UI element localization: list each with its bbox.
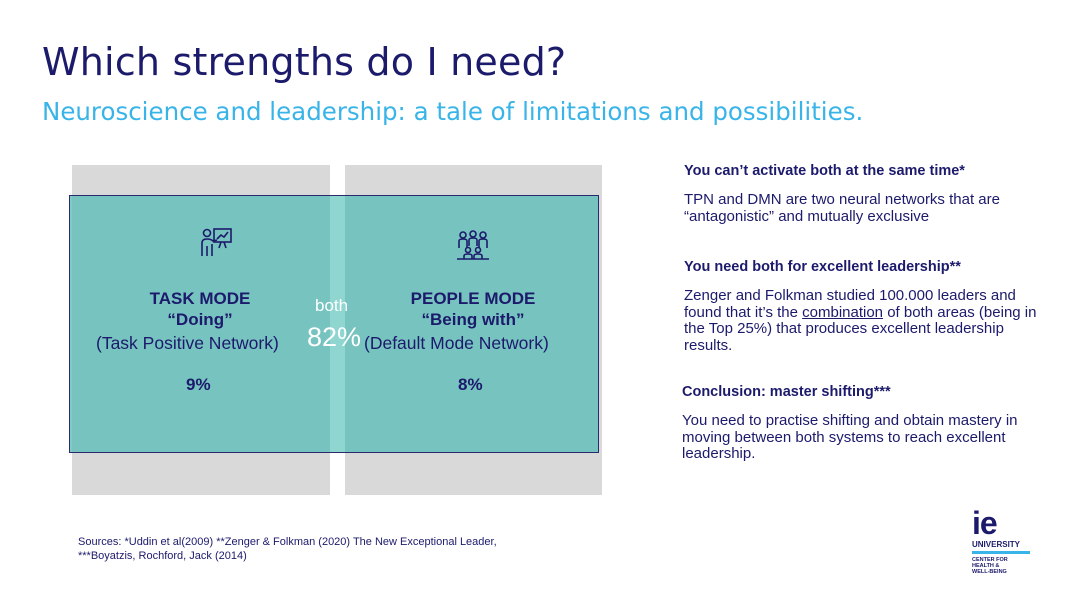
logo-subtitle: CENTER FOR HEALTH & WELL-BEING (972, 557, 1042, 575)
point-1-heading: You can’t activate both at the same time… (684, 163, 965, 179)
point-1-body: TPN and DMN are two neural networks that… (684, 191, 1000, 225)
task-mode-percent: 9% (186, 375, 211, 394)
logo-line-3: WELL-BEING (972, 569, 1007, 575)
point-2-heading: You need both for excellent leadership** (684, 259, 961, 275)
people-mode-quote: “Being with” (421, 310, 525, 329)
people-mode-network: (Default Mode Network) (364, 333, 549, 353)
ie-university-logo: ie UNIVERSITY CENTER FOR HEALTH & WELL-B… (972, 505, 1042, 588)
logo-bar (972, 551, 1030, 554)
presenter-board-icon (201, 228, 232, 256)
logo-line-1: CENTER FOR (972, 557, 1008, 563)
sources-note: Sources: *Uddin et al(2009) **Zenger & F… (78, 536, 497, 562)
point-2-body: Zenger and Folkman studied 100.000 leade… (684, 287, 1054, 354)
logo-line-2: HEALTH & (972, 563, 1000, 569)
logo-mark: ie (972, 505, 998, 541)
point-3-body: You need to practise shifting and obtain… (682, 412, 1018, 462)
overlap-band (330, 196, 345, 452)
both-percent: 82% (307, 322, 362, 352)
logo-name: UNIVERSITY (972, 540, 1021, 549)
both-label: both (315, 296, 349, 315)
task-mode-quote: “Doing” (167, 310, 233, 329)
point-3-heading: Conclusion: master shifting*** (682, 384, 891, 400)
task-mode-title: TASK MODE (149, 289, 251, 308)
people-mode-percent: 8% (458, 375, 483, 394)
task-mode-network: (Task Positive Network) (96, 333, 279, 353)
point-2-body-pre: Zenger and Folkman studied 100.000 leade… (684, 287, 1016, 321)
people-mode-title: PEOPLE MODE (410, 289, 536, 308)
point-2-body-post: of both areas (being in the Top 25%) tha… (684, 303, 1037, 354)
combination-emphasis: combination (802, 303, 884, 321)
slide-title: Which strengths do I need? (42, 40, 567, 84)
slide-subtitle: Neuroscience and leadership: a tale of l… (42, 97, 864, 126)
people-group-icon (457, 230, 489, 260)
